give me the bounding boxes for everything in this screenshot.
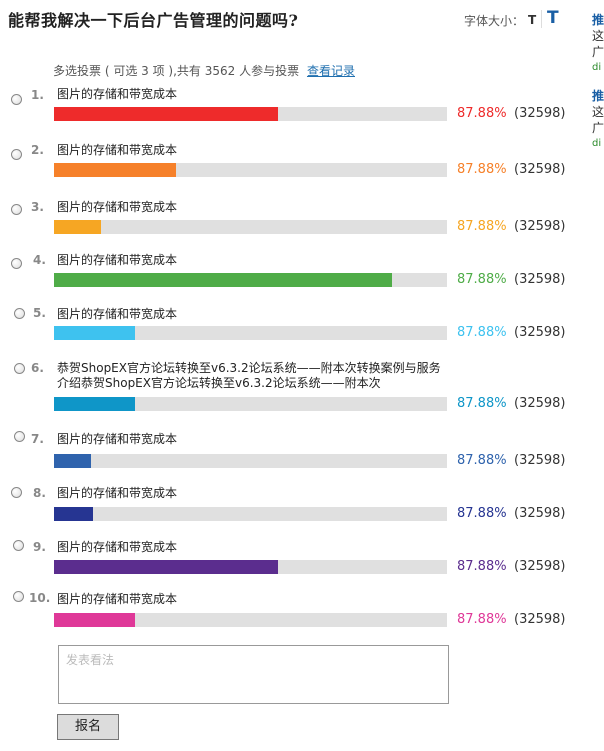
vote-bar-track bbox=[54, 163, 447, 177]
poll-total-prefix: ,共有 bbox=[173, 64, 201, 78]
vote-bar-track bbox=[54, 326, 447, 340]
sidebar-tag: di bbox=[592, 62, 602, 73]
option-number: 9. bbox=[33, 540, 46, 554]
vote-percent: 87.88% bbox=[457, 453, 507, 468]
comment-textarea[interactable]: 发表看法 bbox=[58, 645, 449, 704]
vote-count: (32598) bbox=[514, 396, 566, 411]
option-label: 图片的存储和带宽成本 bbox=[57, 87, 178, 101]
option-number: 3. bbox=[31, 200, 44, 214]
vote-bar-fill bbox=[54, 454, 92, 468]
sidebar-line: 广 bbox=[592, 45, 604, 59]
option-number: 4. bbox=[33, 253, 46, 267]
vote-bar-track bbox=[54, 220, 447, 234]
option-radio[interactable] bbox=[11, 94, 22, 105]
poll-limit: ( 可选 3 项 ) bbox=[104, 64, 174, 78]
sidebar-item-1[interactable]: 推 这 广 di bbox=[592, 12, 604, 76]
sidebar-line: 这 bbox=[592, 105, 604, 119]
sidebar-title: 推 bbox=[592, 13, 604, 27]
option-number: 2. bbox=[31, 143, 44, 157]
vote-bar-fill bbox=[54, 507, 94, 521]
vote-bar-track bbox=[54, 273, 447, 287]
option-label: 图片的存储和带宽成本 bbox=[57, 200, 178, 214]
option-radio[interactable] bbox=[11, 204, 22, 215]
vote-percent: 87.88% bbox=[457, 559, 507, 574]
option-radio[interactable] bbox=[11, 149, 22, 160]
sidebar-line: 这 bbox=[592, 29, 604, 43]
vote-count: (32598) bbox=[514, 272, 566, 287]
vote-count: (32598) bbox=[514, 325, 566, 340]
vote-count: (32598) bbox=[514, 506, 566, 521]
option-radio[interactable] bbox=[11, 487, 22, 498]
vote-bar-track bbox=[54, 507, 447, 521]
sidebar-line: 广 bbox=[592, 121, 604, 135]
vote-count: (32598) bbox=[514, 559, 566, 574]
vote-bar-track bbox=[54, 613, 447, 627]
option-label: 图片的存储和带宽成本 bbox=[57, 143, 178, 157]
vote-bar-fill bbox=[54, 613, 135, 627]
vote-bar-track bbox=[54, 397, 447, 411]
vote-percent: 87.88% bbox=[457, 272, 507, 287]
vote-bar-fill bbox=[54, 163, 176, 177]
option-label: 图片的存储和带宽成本 bbox=[57, 540, 178, 554]
view-records-link[interactable]: 查看记录 bbox=[306, 64, 355, 78]
option-label: 恭贺ShopEX官方论坛转换至v6.3.2论坛系统——附本次转换案例与服务介绍恭… bbox=[57, 361, 441, 390]
font-size-divider bbox=[541, 10, 542, 28]
option-label: 图片的存储和带宽成本 bbox=[57, 486, 178, 500]
option-radio[interactable] bbox=[13, 591, 24, 602]
sidebar-title: 推 bbox=[592, 89, 604, 103]
option-radio[interactable] bbox=[14, 308, 25, 319]
vote-count: (32598) bbox=[514, 162, 566, 177]
participant-count: 3562 bbox=[204, 64, 236, 78]
vote-bar-track bbox=[54, 560, 447, 574]
vote-count: (32598) bbox=[514, 106, 566, 121]
font-size-label: 字体大小： bbox=[464, 14, 525, 28]
vote-bar-track bbox=[54, 454, 447, 468]
option-number: 8. bbox=[33, 486, 46, 500]
vote-bar-fill bbox=[54, 560, 278, 574]
option-label: 图片的存储和带宽成本 bbox=[57, 307, 178, 321]
sidebar-item-2[interactable]: 推 这 广 di bbox=[592, 88, 604, 152]
poll-meta: 多选投票 ( 可选 3 项 ),共有 3562 人参与投票 查看记录 bbox=[53, 62, 355, 79]
vote-bar-fill bbox=[54, 397, 135, 411]
font-size-small-button[interactable]: T bbox=[528, 13, 537, 27]
participant-suffix: 人参与投票 bbox=[239, 64, 300, 78]
option-number: 1. bbox=[31, 88, 44, 102]
vote-percent: 87.88% bbox=[457, 106, 507, 121]
option-label: 图片的存储和带宽成本 bbox=[57, 253, 178, 267]
option-radio[interactable] bbox=[14, 431, 25, 442]
font-size-large-button[interactable]: T bbox=[547, 8, 559, 28]
vote-bar-fill bbox=[54, 273, 392, 287]
vote-percent: 87.88% bbox=[457, 396, 507, 411]
vote-count: (32598) bbox=[514, 219, 566, 234]
submit-button[interactable]: 报名 bbox=[57, 714, 119, 740]
option-label: 图片的存储和带宽成本 bbox=[57, 432, 178, 446]
option-label: 图片的存储和带宽成本 bbox=[57, 592, 178, 606]
vote-percent: 87.88% bbox=[457, 612, 507, 627]
vote-bar-fill bbox=[54, 326, 135, 340]
vote-bar-track bbox=[54, 107, 447, 121]
vote-percent: 87.88% bbox=[457, 162, 507, 177]
option-number: 5. bbox=[33, 306, 46, 320]
vote-count: (32598) bbox=[514, 612, 566, 627]
option-number: 6. bbox=[31, 361, 44, 375]
option-radio[interactable] bbox=[11, 258, 22, 269]
vote-percent: 87.88% bbox=[457, 506, 507, 521]
poll-type: 多选投票 bbox=[53, 64, 102, 78]
vote-bar-fill bbox=[54, 220, 102, 234]
vote-percent: 87.88% bbox=[457, 325, 507, 340]
vote-percent: 87.88% bbox=[457, 219, 507, 234]
option-number: 7. bbox=[31, 432, 44, 446]
option-radio[interactable] bbox=[14, 363, 25, 374]
option-number: 10. bbox=[29, 591, 51, 605]
option-radio[interactable] bbox=[13, 540, 24, 551]
vote-bar-fill bbox=[54, 107, 278, 121]
poll-title: 能帮我解决一下后台广告管理的问题吗? bbox=[8, 11, 299, 30]
sidebar-tag: di bbox=[592, 138, 602, 149]
vote-count: (32598) bbox=[514, 453, 566, 468]
